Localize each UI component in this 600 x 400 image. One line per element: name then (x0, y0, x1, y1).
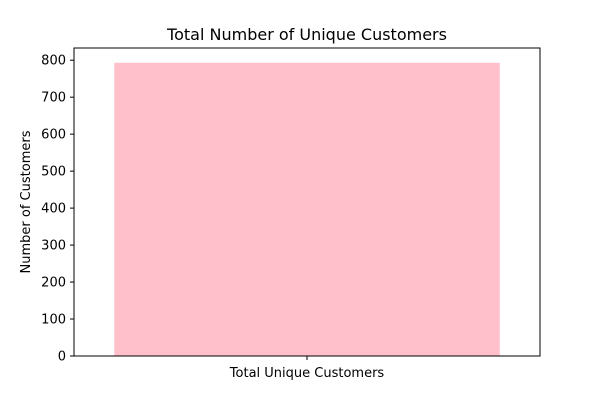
y-tick-label: 700 (41, 91, 66, 106)
bar (114, 62, 500, 356)
y-tick-label: 400 (41, 202, 66, 217)
plot-area (73, 47, 541, 357)
y-axis-label: Number of Customers (19, 130, 34, 273)
x-axis: Total Unique Customers (229, 356, 385, 381)
y-tick-label: 600 (41, 128, 66, 143)
y-tick-label: 300 (41, 239, 66, 254)
y-tick-label: 100 (41, 313, 66, 328)
y-tick-label: 500 (41, 165, 66, 180)
y-tick-label: 0 (58, 350, 66, 365)
x-tick-label: Total Unique Customers (229, 366, 385, 381)
y-tick-label: 200 (41, 276, 66, 291)
chart-title: Total Number of Unique Customers (166, 25, 447, 44)
y-axis: 0 100 200 300 400 500 600 700 800 (41, 54, 74, 365)
y-tick-label: 800 (41, 54, 66, 69)
